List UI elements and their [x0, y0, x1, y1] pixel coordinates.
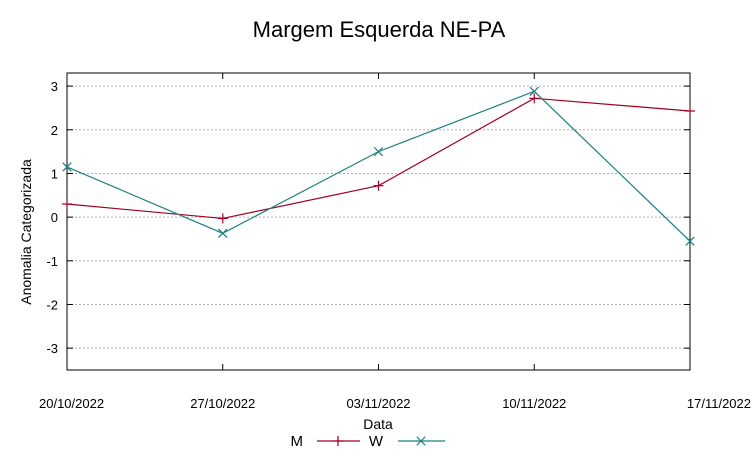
data-point-w [218, 228, 228, 238]
y-tick-label: -3 [46, 341, 58, 356]
x-tick-label: 27/10/2022 [190, 396, 255, 411]
legend-sample-m [317, 436, 360, 446]
data-point-m [62, 199, 72, 210]
series-line-m [66, 97, 691, 220]
x-tick-label: 03/11/2022 [346, 396, 410, 411]
legend-marker-w [416, 436, 426, 446]
data-point-m [685, 105, 695, 116]
data-point-m [217, 213, 228, 224]
x-tick-label: 10/11/2022 [502, 396, 566, 411]
y-tick-label: -1 [46, 254, 58, 269]
y-tick-label: 1 [51, 166, 58, 181]
x-axis-ticks: 20/10/2022 27/10/2022 03/11/2022 10/11/2022… [39, 73, 751, 411]
y-tick-label: 3 [51, 79, 58, 94]
x-tick-label: 17/11/2022 [687, 396, 751, 411]
legend-label-w: W [369, 433, 384, 450]
legend-label-m: M [291, 433, 304, 450]
plot-frame [66, 72, 691, 371]
grid-lines [67, 85, 690, 349]
data-point-m [373, 180, 384, 191]
data-point-w [685, 236, 695, 246]
y-tick-label: 2 [51, 123, 58, 138]
y-tick-label: -2 [46, 297, 58, 312]
y-tick-label: 0 [51, 210, 58, 225]
data-point-w [529, 86, 539, 97]
legend-sample-w [398, 436, 445, 446]
data-point-w [373, 146, 384, 157]
legend: M W [291, 433, 445, 450]
data-point-w [62, 162, 72, 172]
series-group [62, 86, 695, 246]
series-line-w [66, 90, 691, 242]
y-axis-ticks: 3 2 1 0 -1 -2 -3 [46, 79, 690, 356]
legend-marker-m [333, 436, 343, 446]
data-point-m [529, 93, 540, 104]
x-tick-label: 20/10/2022 [39, 396, 104, 411]
x-axis-label: Data [363, 416, 393, 432]
y-axis-label: Anomalia Categorizada [18, 159, 34, 305]
chart-title: Margem Esquerda NE-PA [253, 17, 506, 42]
